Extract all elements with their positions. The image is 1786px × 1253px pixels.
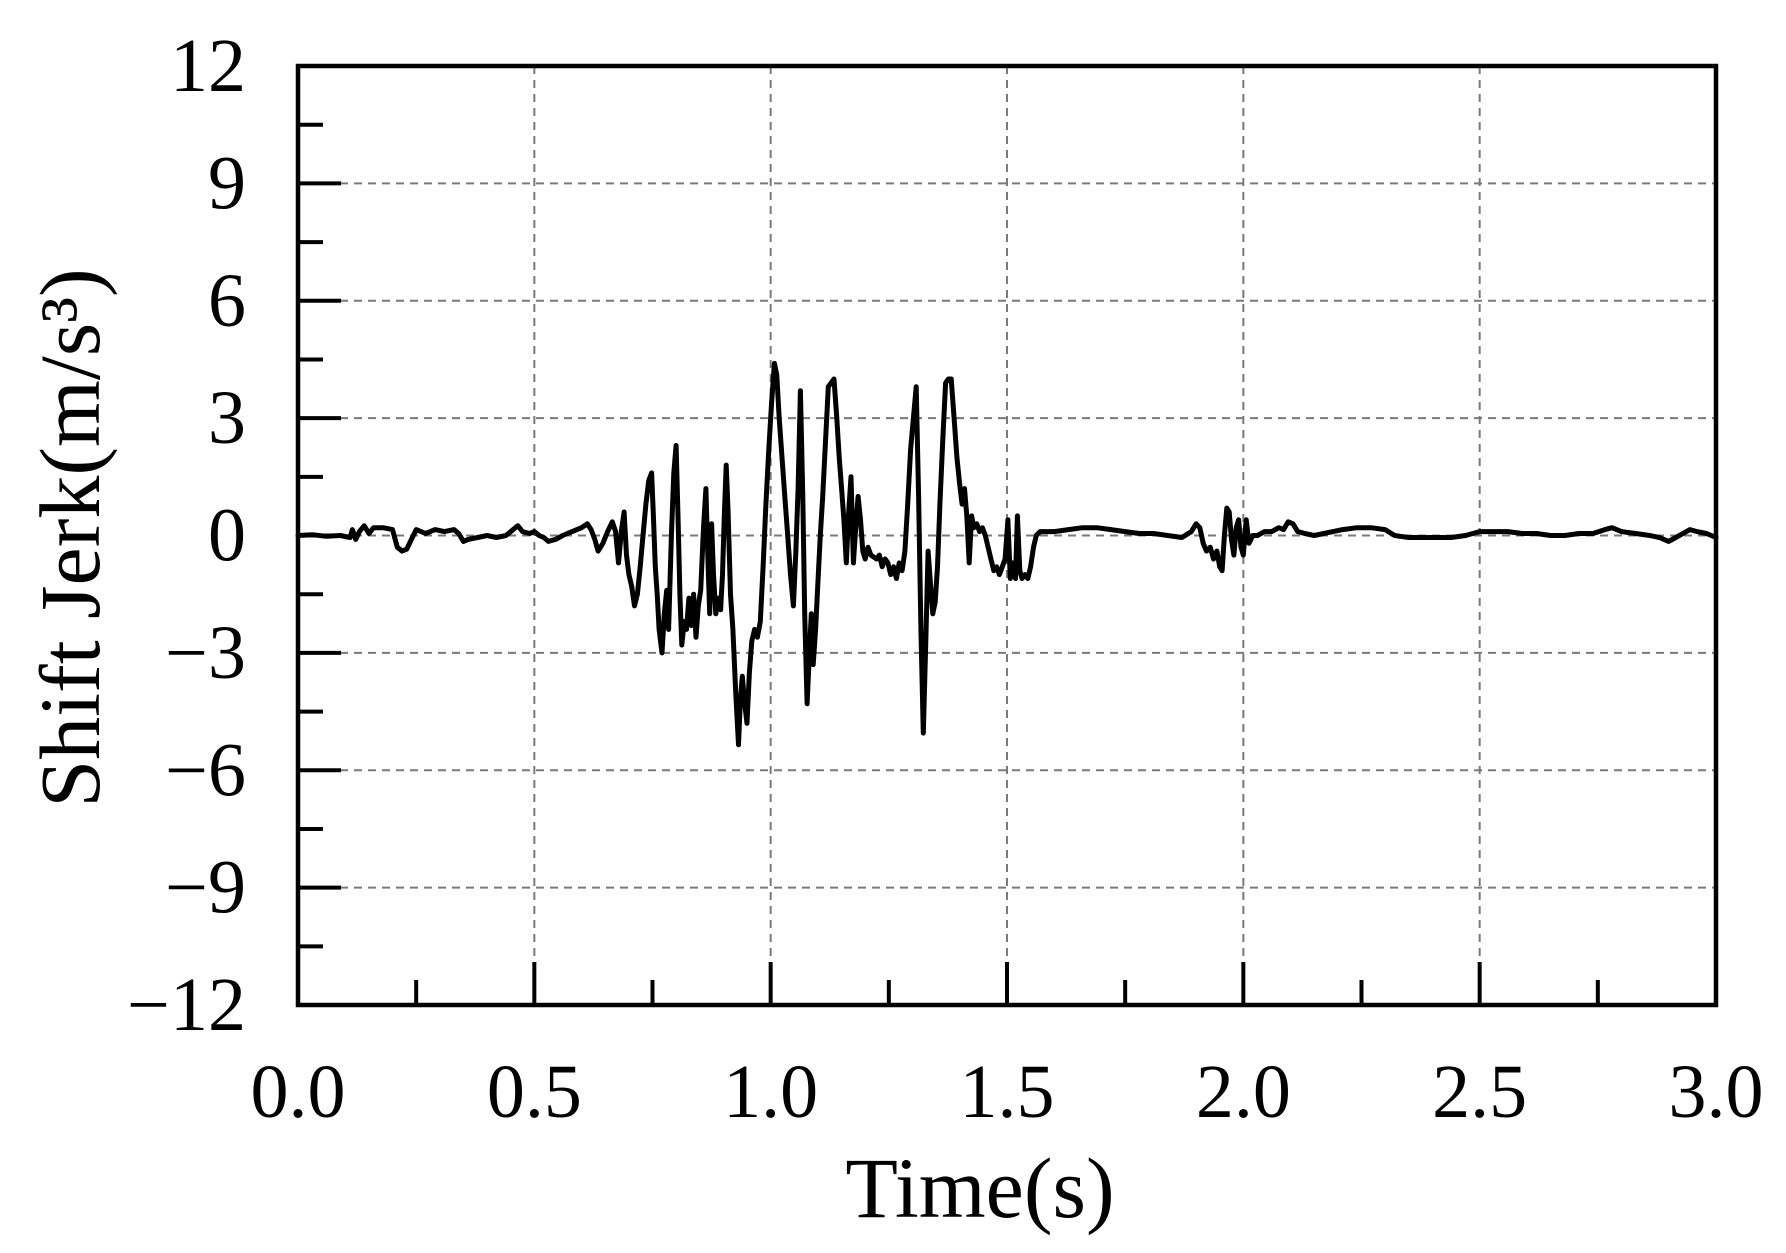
y-axis-label: Shift Jerk(m/s³): [22, 268, 118, 807]
y-tick-label: 9: [208, 141, 246, 225]
x-tick-label: 2.0: [1196, 1050, 1291, 1134]
y-tick-label: 12: [170, 24, 246, 108]
x-tick-label: 1.5: [960, 1050, 1055, 1134]
y-tick-label: 0: [208, 494, 246, 578]
x-tick-label: 2.5: [1432, 1050, 1527, 1134]
x-tick-label: 0.0: [251, 1050, 346, 1134]
x-tick-label: 1.0: [723, 1050, 818, 1134]
x-axis-label: Time(s): [845, 1140, 1114, 1236]
gridlines: [298, 66, 1716, 1005]
y-tick-label: −6: [165, 728, 246, 812]
tick-labels: 0.0 0.5 1.0 1.5 2.0 2.5 3.0 12 9 6 3 0 −3 −6 −9 −12: [127, 24, 1763, 1134]
plot-frame: [295, 63, 1719, 1008]
y-tick-label: 6: [208, 259, 246, 343]
y-tick-label: 3: [208, 376, 246, 460]
x-tick-label: 0.5: [487, 1050, 582, 1134]
axis-ticks: [298, 122, 1600, 1005]
y-tick-label: −9: [165, 846, 246, 930]
x-tick-label: 3.0: [1669, 1050, 1764, 1134]
series-group: [295, 360, 1719, 748]
shift-jerk-line: [295, 360, 1719, 748]
y-tick-label: −12: [127, 963, 246, 1047]
y-tick-label: −3: [165, 611, 246, 695]
